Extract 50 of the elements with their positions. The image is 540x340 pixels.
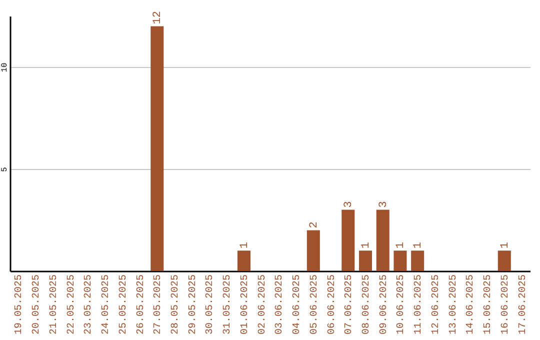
bar <box>342 210 355 271</box>
x-tick-label: 06.06.2025 <box>326 274 338 335</box>
bar <box>358 250 372 271</box>
x-tick-label: 20.05.2025 <box>32 274 43 335</box>
x-tick-label: 28.05.2025 <box>170 274 182 335</box>
x-tick-label: 31.05.2025 <box>222 274 234 335</box>
x-tick-label: 07.06.2025 <box>344 274 356 335</box>
bar <box>237 250 250 271</box>
x-tick-label: 08.06.2025 <box>361 274 372 335</box>
bar <box>411 250 424 271</box>
x-tick-label: 01.06.2025 <box>240 274 251 335</box>
y-tick-label: 5 <box>0 166 10 172</box>
x-tick-label: 14.06.2025 <box>466 274 477 335</box>
x-tick-label: 23.05.2025 <box>84 274 95 335</box>
x-tick-label: 22.05.2025 <box>66 274 78 335</box>
x-tick-label: 04.06.2025 <box>292 274 304 335</box>
data-label: 1 <box>395 242 408 249</box>
data-label: 3 <box>378 201 390 208</box>
x-tick-label: 19.05.2025 <box>14 274 26 335</box>
x-tick-label: 25.05.2025 <box>118 274 130 335</box>
x-tick-label: 03.06.2025 <box>274 274 286 335</box>
x-tick-label: 10.06.2025 <box>396 274 408 335</box>
x-tick-label: 05.06.2025 <box>309 274 320 335</box>
x-tick-label: 13.06.2025 <box>448 274 460 335</box>
data-label: 1 <box>499 242 512 249</box>
x-tick-label: 21.05.2025 <box>48 274 60 335</box>
x-tick-label: 15.06.2025 <box>483 274 494 335</box>
x-tick-label: 02.06.2025 <box>257 274 268 335</box>
y-tick-label: 10 <box>0 62 10 72</box>
bar <box>306 230 320 271</box>
x-tick-label: 12.06.2025 <box>430 274 442 335</box>
bar <box>498 250 511 271</box>
x-tick-label: 24.05.2025 <box>101 274 112 335</box>
x-tick-label: 29.05.2025 <box>188 274 199 335</box>
bar <box>150 26 164 271</box>
x-tick-label: 26.05.2025 <box>136 274 147 335</box>
x-tick-label: 11.06.2025 <box>414 274 425 335</box>
data-label: 1 <box>360 242 372 249</box>
x-tick-label: 17.06.2025 <box>518 274 529 335</box>
bar <box>394 250 407 271</box>
x-tick-label: 09.06.2025 <box>378 274 390 335</box>
data-label: 1 <box>412 242 425 249</box>
x-tick-label: 30.05.2025 <box>205 274 216 335</box>
x-tick-label: 16.06.2025 <box>500 274 512 335</box>
data-label: 3 <box>343 201 356 208</box>
bar <box>376 210 390 271</box>
data-label: 1 <box>238 242 251 249</box>
x-tick-label: 27.05.2025 <box>153 274 164 335</box>
data-label: 12 <box>152 10 164 24</box>
data-label: 2 <box>308 222 320 228</box>
